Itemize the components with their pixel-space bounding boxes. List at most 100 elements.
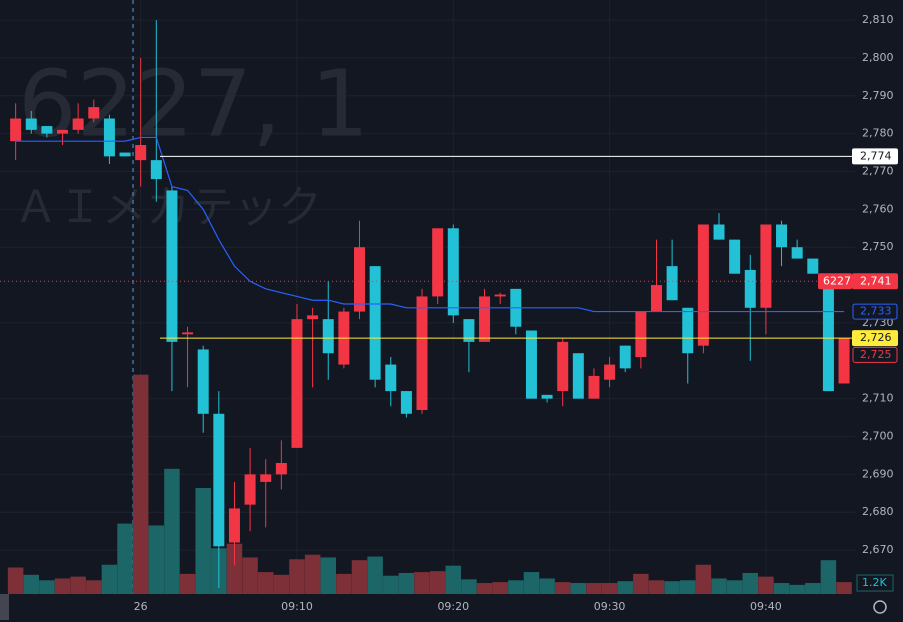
y-tick-label: 2,780 (862, 127, 894, 140)
candle-body (494, 294, 506, 297)
volume-bar (336, 573, 352, 594)
settings-icon[interactable] (873, 600, 887, 614)
symbol-badge (818, 273, 852, 290)
y-tick-label: 2,750 (862, 240, 894, 253)
volume-bar (7, 567, 24, 594)
price-badge (852, 273, 898, 290)
volume-bar (179, 573, 196, 594)
candle-body (369, 266, 381, 380)
axes: 2,8102,8002,7902,7802,7702,7602,7502,730… (134, 13, 898, 613)
volume-bar (601, 583, 618, 594)
candle-body (791, 247, 803, 259)
price-badge-label: 2,726 (860, 331, 892, 344)
volume-bar (680, 580, 696, 594)
volume-bar (414, 572, 430, 594)
candle-body (744, 269, 756, 308)
price-badge (852, 330, 898, 347)
volume-bar (320, 557, 336, 594)
candle-body (400, 391, 412, 414)
volume-bar (86, 580, 102, 594)
candle-body (166, 190, 178, 342)
volume-bar (304, 554, 321, 594)
volume-tick-label: 1.2K (862, 576, 887, 589)
x-tick-label: 09:30 (594, 600, 626, 613)
candle-body (10, 118, 22, 142)
candle-body (25, 118, 37, 130)
volume (7, 374, 852, 594)
candle-body (432, 228, 444, 297)
x-tick-label: 09:10 (281, 600, 313, 613)
candle-body (307, 315, 319, 320)
x-tick-label: 09:40 (750, 600, 782, 613)
candle-body (635, 311, 647, 358)
candle-body (72, 118, 84, 130)
candle-body (463, 319, 475, 342)
volume-bar (570, 583, 587, 594)
candle-body (713, 224, 725, 240)
volume-bar (820, 560, 837, 594)
x-tick-label: 09:20 (437, 600, 469, 613)
value-badge-label: 2,725 (860, 348, 892, 361)
candle-body (541, 394, 553, 399)
candle-body (729, 239, 741, 274)
y-tick-label: 2,770 (862, 164, 894, 177)
volume-bar (648, 580, 665, 594)
volume-bar (758, 576, 774, 594)
volume-bar (23, 574, 40, 594)
value-badge-label: 2,733 (860, 305, 892, 318)
y-tick-label: 2,680 (862, 505, 894, 518)
candle-body (588, 375, 600, 399)
candle-body (557, 341, 569, 392)
volume-bar (429, 571, 446, 594)
volume-bar (257, 572, 274, 594)
candle-body (182, 332, 194, 335)
value-badge (852, 303, 898, 320)
y-tick-label: 2,760 (862, 202, 894, 215)
candle-body (228, 508, 240, 543)
volume-bar (289, 559, 305, 594)
candle-body (760, 224, 772, 308)
candle-body (260, 474, 272, 482)
time-axis (0, 594, 855, 622)
candle-body (666, 266, 678, 301)
y-tick-label: 2,710 (862, 392, 894, 405)
candle-body (838, 338, 850, 384)
volume-bar (367, 556, 383, 594)
volume-bar (523, 572, 540, 594)
candle-body (322, 319, 334, 354)
candle-body (244, 474, 256, 505)
candle-body (103, 118, 115, 157)
volume-bar (461, 579, 477, 594)
volume-bar (445, 565, 462, 594)
volume-bar (351, 560, 368, 594)
candle-body (572, 353, 584, 399)
candle-body (479, 296, 491, 342)
volume-bar (554, 582, 571, 594)
volume-bar (711, 578, 727, 594)
volume-bar (836, 582, 852, 594)
volume-bar (805, 583, 821, 594)
candle-body (682, 307, 694, 354)
vwap-line (15, 136, 845, 313)
y-tick-label: 2,690 (862, 467, 894, 480)
volume-bar (742, 572, 759, 594)
volume-bar (70, 576, 86, 594)
candle-body (776, 224, 788, 248)
candle-body (291, 319, 303, 448)
candle-body (57, 129, 69, 134)
volume-bar (39, 580, 55, 594)
candle-body (88, 107, 100, 119)
scroll-handle[interactable] (0, 594, 9, 620)
candle-body (385, 364, 397, 392)
volume-bar (398, 572, 415, 594)
volume-bar (273, 574, 290, 594)
price-badge-label: 2,774 (860, 149, 892, 162)
y-tick-label: 2,790 (862, 89, 894, 102)
candle-body (354, 247, 366, 312)
price-badge-label: 2,741 (860, 274, 892, 287)
watermark: 6227, 1 ＡＩメカテック (14, 50, 369, 233)
volume-bar (539, 578, 555, 594)
volume-bar (508, 580, 524, 594)
